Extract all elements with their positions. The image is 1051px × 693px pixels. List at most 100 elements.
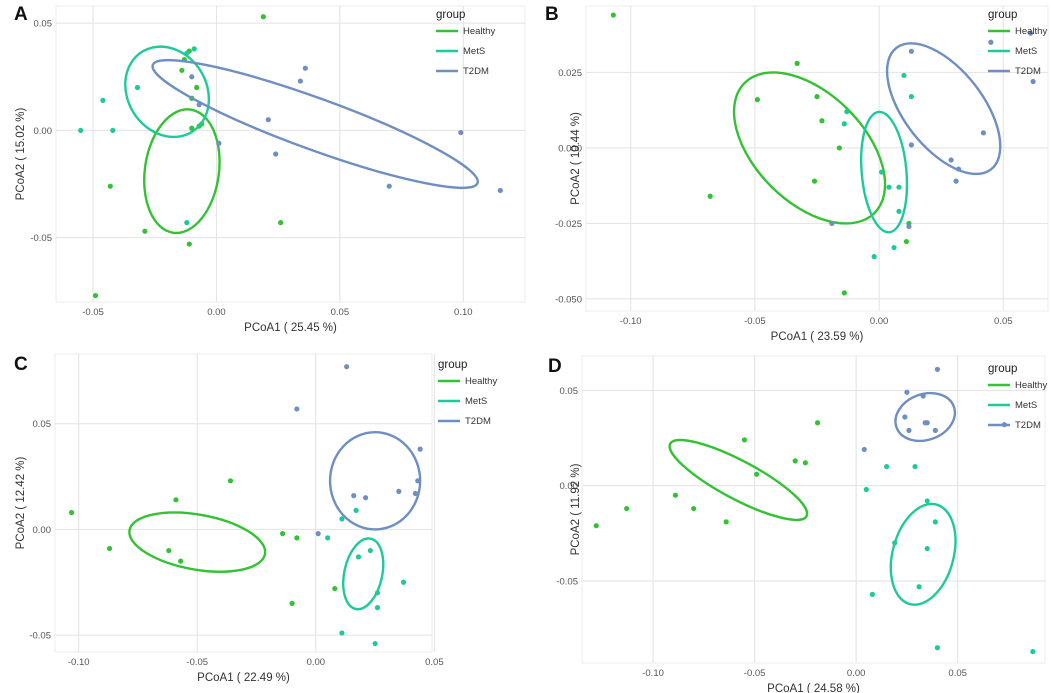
data-point: [844, 109, 850, 115]
data-point: [811, 178, 818, 184]
data-point: [707, 193, 713, 199]
data-point: [260, 14, 266, 20]
data-point: [353, 507, 359, 513]
confidence-ellipse: [859, 110, 909, 234]
data-point: [280, 531, 286, 537]
data-point: [723, 519, 729, 525]
y-tick-label: 0.00: [560, 481, 579, 492]
x-axis-title: PCoA1 ( 22.49 %): [197, 672, 290, 684]
y-tick-label: 0.00: [34, 126, 53, 137]
legend-entry-t2dm: T2DM: [463, 66, 489, 77]
confidence-ellipse: [151, 58, 479, 190]
data-point: [901, 72, 907, 79]
data-point: [339, 630, 345, 636]
data-point: [906, 223, 912, 230]
data-point: [294, 535, 300, 541]
data-point: [593, 523, 599, 529]
data-point: [332, 585, 338, 592]
x-tick-label: 0.00: [207, 307, 226, 318]
confidence-ellipse: [128, 511, 267, 573]
x-axis-title: PCoA1 ( 23.59 %): [771, 331, 864, 343]
legend-entry-healthy: Healthy: [463, 26, 495, 37]
x-tick-label: 0.05: [425, 657, 444, 668]
data-point: [227, 478, 234, 484]
data-point: [1030, 78, 1036, 85]
data-point: [363, 495, 369, 501]
panel-c: C -0.10 -0.05 0.00 0.05 -0.05 0.00 0.05 PCoA1 ( …: [14, 353, 497, 684]
x-tick-label: 0.00: [307, 657, 326, 668]
x-tick-label: -0.05: [744, 316, 766, 327]
y-axis-title: PCoA2 ( 10.44 %): [570, 112, 582, 205]
panel-label: D: [548, 356, 562, 377]
data-point: [1028, 30, 1034, 36]
data-point: [417, 446, 423, 452]
x-tick-label: -0.05: [744, 668, 766, 679]
series-mets: [863, 463, 1036, 655]
data-point: [458, 129, 464, 136]
data-point: [924, 498, 930, 504]
panel-label: C: [14, 354, 28, 375]
data-point: [886, 184, 892, 190]
legend-entry-t2dm: T2DM: [1015, 420, 1041, 431]
data-point: [289, 600, 295, 606]
data-point: [691, 505, 697, 512]
panel-label: A: [14, 4, 28, 25]
data-point: [672, 492, 679, 498]
data-point: [344, 364, 350, 370]
data-point: [884, 463, 890, 470]
data-point: [988, 39, 994, 45]
data-point: [78, 127, 84, 134]
data-point: [932, 427, 938, 433]
data-point: [100, 97, 106, 103]
data-point: [194, 84, 200, 91]
series-healthy: [68, 478, 338, 606]
y-tick-label: 0.000: [558, 143, 582, 154]
x-tick-label: 0.00: [847, 668, 866, 679]
confidence-ellipse: [889, 502, 957, 606]
legend-title: group: [988, 363, 1017, 375]
data-point: [841, 290, 847, 296]
data-point: [497, 187, 503, 194]
data-point: [829, 220, 835, 227]
data-point: [265, 117, 271, 123]
legend-entry-healthy: Healthy: [1015, 380, 1047, 391]
series-mets: [841, 72, 914, 260]
y-axis-title: PCoA2 ( 12.42 %): [15, 456, 27, 549]
data-point: [902, 414, 908, 420]
y-tick-label: -0.025: [555, 219, 582, 230]
confidence-ellipse: [328, 430, 422, 531]
data-point: [916, 584, 922, 590]
data-point: [166, 547, 172, 554]
data-point: [932, 519, 938, 525]
data-point: [1030, 648, 1036, 655]
legend-entry-mets: MetS: [1015, 46, 1037, 57]
data-point: [841, 121, 847, 127]
series-healthy: [593, 420, 821, 529]
plot-area: [585, 5, 1049, 312]
data-point: [754, 471, 760, 477]
data-point: [908, 48, 914, 54]
data-point: [325, 535, 331, 541]
legend-title: group: [438, 359, 467, 371]
y-tick-label: 0.05: [33, 419, 52, 430]
data-point: [400, 579, 407, 585]
legend-entry-mets: MetS: [465, 396, 487, 407]
x-tick-label: -0.10: [68, 657, 90, 668]
legend-entry-t2dm: T2DM: [1015, 66, 1041, 77]
x-tick-label: 0.05: [948, 668, 967, 679]
data-point: [372, 640, 378, 647]
panel-a: A -0.05 0.00 0.05 0.10 -0.05 0.00 0.05 PCoA1 ( 2…: [14, 4, 526, 334]
data-point: [355, 554, 362, 560]
x-tick-label: -0.10: [642, 668, 664, 679]
data-point: [351, 493, 357, 499]
x-tick-label: 0.05: [331, 307, 350, 318]
data-point: [754, 97, 760, 103]
data-point: [189, 74, 195, 80]
data-point: [92, 292, 99, 299]
y-tick-label: -0.050: [555, 294, 582, 305]
series-t2dm: [151, 58, 503, 194]
confidence-ellipse: [342, 537, 385, 611]
y-tick-label: 0.00: [33, 525, 52, 536]
legend-entry-mets: MetS: [1015, 400, 1037, 411]
